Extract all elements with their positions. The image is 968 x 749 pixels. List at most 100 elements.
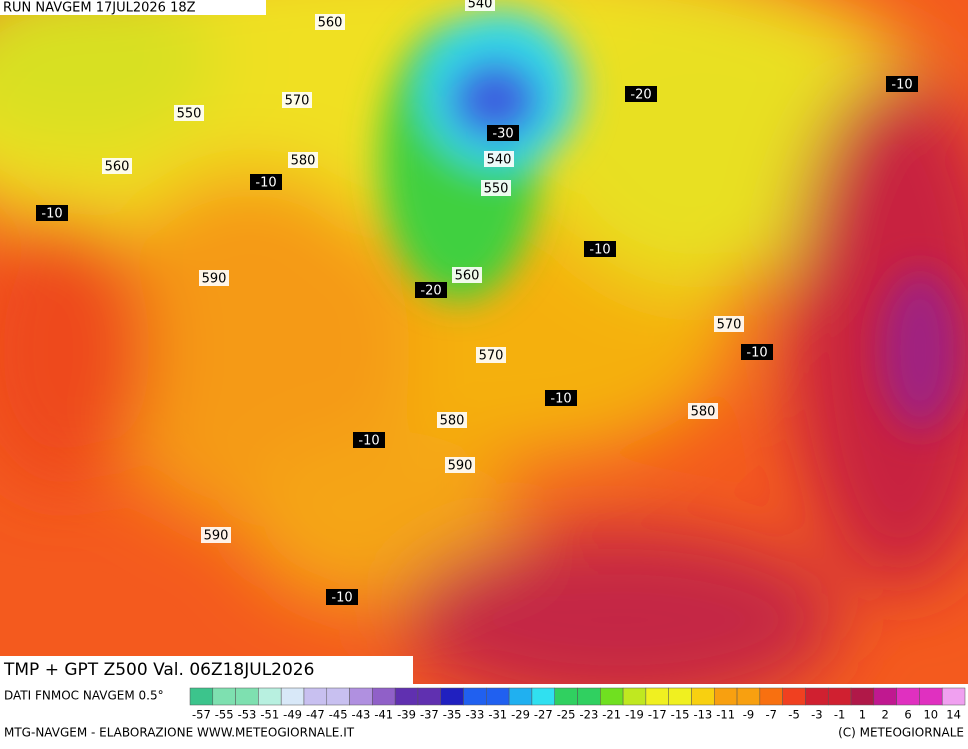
scale-label: 6 <box>904 708 911 722</box>
scale-swatch <box>189 687 214 706</box>
scale-label: -1 <box>834 708 845 722</box>
label-box <box>353 432 385 448</box>
scale-swatch <box>280 687 305 706</box>
scale-swatch <box>349 687 373 706</box>
contour-label: -10 <box>331 591 352 606</box>
contour-label: 550 <box>177 107 202 122</box>
contour-label: 540 <box>487 153 512 168</box>
scale-label: 1 <box>859 708 866 722</box>
label-box <box>476 347 506 363</box>
label-box <box>688 403 718 419</box>
scale-label: -25 <box>557 708 576 722</box>
contour-label: 580 <box>291 154 316 169</box>
scale-swatch <box>759 687 783 706</box>
scale-label: -21 <box>602 708 621 722</box>
scale-swatch <box>394 687 419 706</box>
title-bg <box>0 656 413 684</box>
label-box <box>584 241 616 257</box>
scale-swatch <box>463 687 487 706</box>
label-box <box>288 152 318 168</box>
scale-swatch <box>782 687 806 706</box>
scale-label: -35 <box>443 708 462 722</box>
source-label: DATI FNMOC NAVGEM 0.5° <box>4 689 164 703</box>
label-box <box>487 125 519 141</box>
scale-swatch <box>622 687 647 706</box>
scale-label: -15 <box>671 708 690 722</box>
scale-label: -47 <box>306 708 325 722</box>
scale-swatch <box>600 687 624 706</box>
scale-swatch <box>212 687 236 706</box>
contour-label: 580 <box>691 405 716 420</box>
contour-label: 560 <box>318 16 343 31</box>
map-field <box>0 0 968 684</box>
scale-swatch <box>372 687 396 706</box>
scale-label: -33 <box>466 708 485 722</box>
scale-label: -41 <box>374 708 393 722</box>
scale-swatch <box>440 687 464 706</box>
label-box <box>315 14 345 30</box>
scale-label: -5 <box>788 708 799 722</box>
scale-label: -39 <box>397 708 416 722</box>
label-box <box>545 390 577 406</box>
contour-label: 570 <box>717 318 742 333</box>
scale-swatch <box>417 687 441 706</box>
contour-label: -10 <box>358 434 379 449</box>
contour-label: 540 <box>468 0 493 12</box>
contour-label: 560 <box>105 160 130 175</box>
contour-label: -10 <box>891 78 912 93</box>
label-box <box>625 86 657 102</box>
scale-swatch <box>919 687 943 706</box>
header-bg <box>0 0 266 15</box>
scale-label: -27 <box>534 708 553 722</box>
scale-swatch <box>235 687 259 706</box>
label-box <box>465 0 495 11</box>
contour-label: 550 <box>484 182 509 197</box>
scale-label: -51 <box>260 708 279 722</box>
scale-label: -23 <box>579 708 598 722</box>
scale-label: -43 <box>352 708 371 722</box>
contour-label: 560 <box>455 269 480 284</box>
label-box <box>741 344 773 360</box>
contour-label: -10 <box>589 243 610 258</box>
scale-label: -31 <box>488 708 507 722</box>
scale-swatch <box>873 687 897 706</box>
scale-label: -55 <box>215 708 234 722</box>
contour-label: -10 <box>550 392 571 407</box>
label-box <box>326 589 358 605</box>
label-box <box>437 412 467 428</box>
scale-swatch <box>508 687 533 706</box>
scale-swatch <box>486 687 510 706</box>
contour-label: -10 <box>41 207 62 222</box>
scale-label: -3 <box>811 708 822 722</box>
scale-label: -11 <box>716 708 735 722</box>
label-box <box>36 205 68 221</box>
scale-swatch <box>896 687 920 706</box>
contour-label: 590 <box>204 529 229 544</box>
contour-label: -20 <box>420 284 441 299</box>
scale-label: -57 <box>192 708 211 722</box>
scale-swatch <box>531 687 555 706</box>
scale-swatch <box>850 687 875 706</box>
label-box <box>250 174 282 190</box>
contour-label: -30 <box>492 127 513 142</box>
scale-label: -29 <box>511 708 530 722</box>
scale-label: -7 <box>766 708 777 722</box>
scale-swatch <box>326 687 350 706</box>
scale-label: -49 <box>283 708 302 722</box>
label-box <box>199 270 229 286</box>
scale-swatch <box>668 687 692 706</box>
label-box <box>714 316 744 332</box>
contour-label: 570 <box>479 349 504 364</box>
scale-swatch <box>736 687 761 706</box>
label-box <box>102 158 132 174</box>
scale-swatch <box>645 687 669 706</box>
scale-swatch <box>941 687 966 706</box>
scale-label: 2 <box>882 708 889 722</box>
contour-label: -10 <box>255 176 276 191</box>
contour-label: -10 <box>746 346 767 361</box>
scale-swatch <box>714 687 738 706</box>
run-header: RUN NAVGEM 17JUL2026 18Z <box>3 1 196 16</box>
scale-label: -37 <box>420 708 439 722</box>
